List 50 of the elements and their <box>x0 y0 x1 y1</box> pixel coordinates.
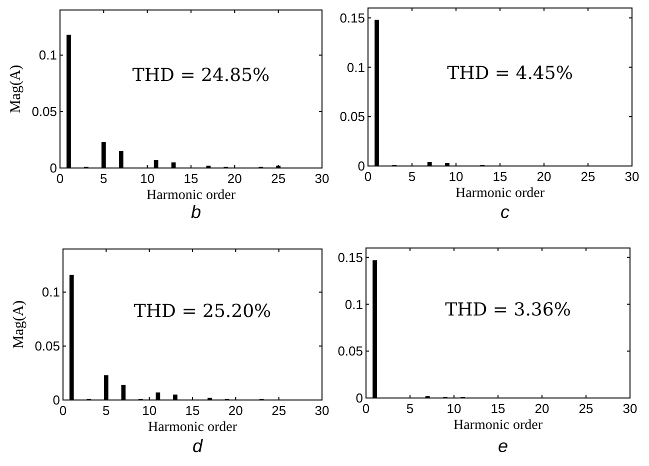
text: c <box>500 202 510 222</box>
y-tick-label: 0.15 <box>338 250 363 265</box>
y-axis-title: Mag(A) <box>11 300 27 349</box>
text: d <box>192 436 204 456</box>
x-tick-label: 30 <box>622 401 638 416</box>
x-tick-label: 25 <box>578 401 594 416</box>
y-tick-label: 0.1 <box>344 296 363 312</box>
y-tick-label: 0.15 <box>340 10 365 26</box>
x-tick-label: 15 <box>184 171 198 186</box>
y-tick-label: 0.05 <box>32 104 57 120</box>
x-tick-label: 5 <box>408 169 416 184</box>
y-tick-label: 0.05 <box>338 344 363 359</box>
x-tick-label: 15 <box>185 403 200 418</box>
x-axis-title: Harmonic order <box>453 418 543 433</box>
x-tick-label: 20 <box>228 403 243 418</box>
y-tick-label: 0 <box>358 158 365 174</box>
annotation: THD = 24.85% <box>132 65 270 86</box>
y-tick-label: 0.1 <box>38 48 57 63</box>
x-tick-label: 15 <box>490 401 506 416</box>
annotation: THD = 25.20% <box>134 300 272 322</box>
y-tick-label: 0.05 <box>340 109 365 124</box>
x-tick-label: 25 <box>271 171 286 186</box>
x-tick-label: 10 <box>448 169 464 184</box>
y-tick-label: 0 <box>356 390 363 406</box>
y-axis-title: Mag(A) <box>8 64 24 114</box>
text: e <box>498 436 508 456</box>
x-tick-label: 10 <box>142 403 157 418</box>
text: b <box>190 202 202 222</box>
x-tick-label: 5 <box>406 401 414 416</box>
x-axis-title: Harmonic order <box>455 186 545 201</box>
x-tick-label: 25 <box>272 403 286 418</box>
x-tick-label: 25 <box>580 169 596 184</box>
x-tick-label: 20 <box>536 169 552 184</box>
x-tick-label: 20 <box>534 401 550 416</box>
y-tick-label: 0.1 <box>42 284 60 300</box>
x-tick-label: 30 <box>624 169 640 184</box>
annotation: THD = 3.36% <box>445 300 571 320</box>
x-tick-label: 5 <box>102 403 110 418</box>
x-tick-label: 30 <box>314 403 330 418</box>
x-tick-label: 5 <box>100 171 108 186</box>
x-tick-label: 20 <box>227 171 242 186</box>
x-tick-label: 10 <box>446 401 462 416</box>
x-axis-title: Harmonic order <box>146 188 236 203</box>
x-tick-label: 30 <box>314 171 330 186</box>
x-tick-label: 10 <box>140 171 155 186</box>
x-tick-label: 15 <box>492 169 508 184</box>
x-axis-title: Harmonic order <box>148 420 238 435</box>
annotation: THD = 4.45% <box>447 63 573 84</box>
y-tick-label: 0.05 <box>34 338 60 354</box>
y-tick-label: 0.1 <box>346 60 365 75</box>
